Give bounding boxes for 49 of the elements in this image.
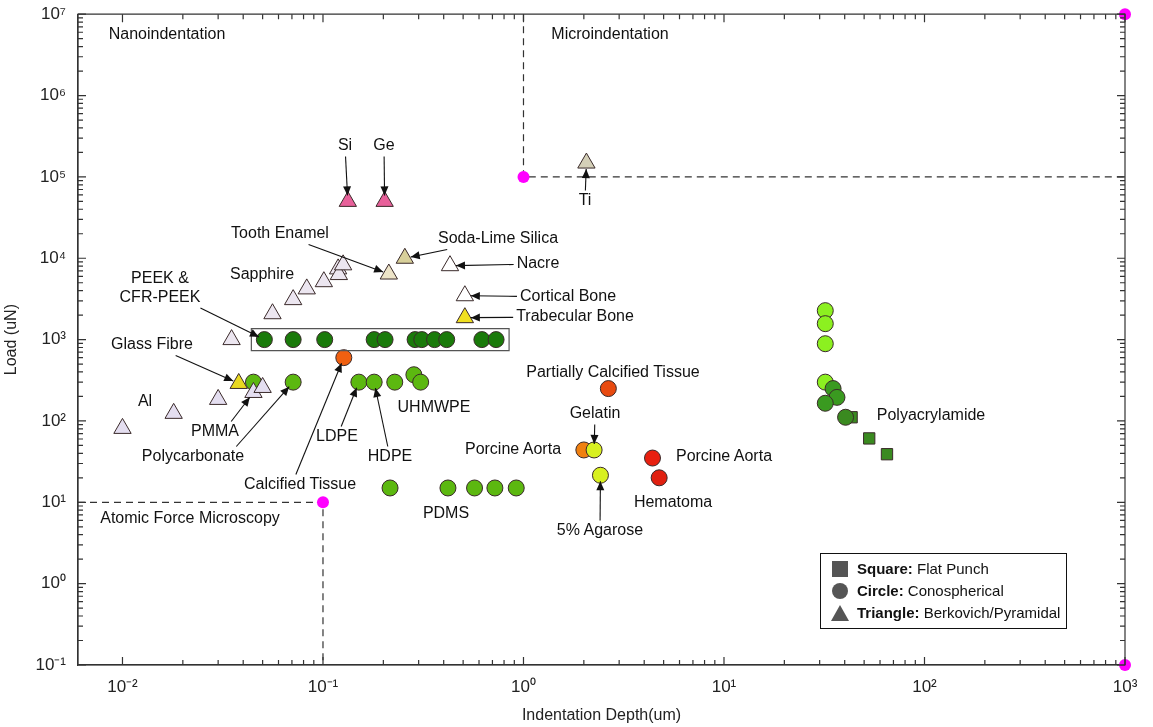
y-tick-label: 10⁻¹ <box>35 654 67 674</box>
annotation: Triangle: Berkovich/Pyramidal <box>857 603 1061 623</box>
y-axis-title: Load (uN) <box>2 304 20 376</box>
annotation: Nanoindentation <box>108 25 226 43</box>
annotation: HDPE <box>367 447 413 465</box>
y-tick-label: 10¹ <box>41 491 67 511</box>
annotation: Soda-Lime Silica <box>437 229 559 247</box>
x-tick-label: 10⁰ <box>511 676 536 696</box>
y-tick-label: 10⁷ <box>40 3 66 23</box>
x-tick-label: 10⁻² <box>107 676 139 696</box>
x-tick-label: 10³ <box>1112 676 1138 696</box>
annotation: PDMS <box>422 504 470 522</box>
x-tick-label: 10⁻¹ <box>307 676 339 696</box>
y-tick-label: 10² <box>41 410 67 430</box>
annotation: Ge <box>373 136 395 154</box>
x-tick-label: 10¹ <box>711 676 737 696</box>
annotation: Sapphire <box>229 265 295 283</box>
annotation: PMMA <box>191 422 240 440</box>
annotation: Circle: Conospherical <box>857 581 1004 601</box>
annotation: Porcine Aorta <box>464 440 562 458</box>
y-tick-label: 10⁶ <box>40 85 66 105</box>
annotation: Tooth Enamel <box>231 224 329 242</box>
annotation: Porcine Aorta <box>675 447 773 465</box>
x-axis-title: Indentation Depth(um) <box>521 705 682 723</box>
annotation: Calcified Tissue <box>243 475 357 493</box>
annotation: Al <box>137 392 153 410</box>
annotation: Ti <box>578 191 592 209</box>
annotation: Hematoma <box>633 493 713 511</box>
annotation: Trabecular Bone <box>516 307 634 325</box>
annotation: Square: Flat Punch <box>857 559 989 579</box>
y-tick-label: 10³ <box>41 329 67 349</box>
y-tick-label: 10⁴ <box>39 247 66 267</box>
annotation: Partially Calcified Tissue <box>526 363 700 381</box>
annotation: Atomic Force Microscopy <box>100 509 280 527</box>
annotation: Microindentation <box>551 25 669 43</box>
annotation: LDPE <box>316 427 358 445</box>
annotation: 5% Agarose <box>556 521 644 539</box>
annotation: Glass Fibre <box>111 335 193 353</box>
annotation: Si <box>337 136 353 154</box>
y-tick-label: 10⁰ <box>41 573 66 593</box>
annotation: Cortical Bone <box>519 287 617 305</box>
annotation: PEEK & CFR-PEEK <box>119 268 201 305</box>
annotation: Gelatin <box>569 404 621 422</box>
x-tick-label: 10² <box>912 676 938 696</box>
annotation: Polycarbonate <box>141 447 245 465</box>
y-tick-label: 10⁵ <box>40 166 66 186</box>
annotation: Nacre <box>516 254 560 272</box>
annotation: UHMWPE <box>397 398 471 416</box>
annotation: Polyacrylamide <box>876 406 986 424</box>
